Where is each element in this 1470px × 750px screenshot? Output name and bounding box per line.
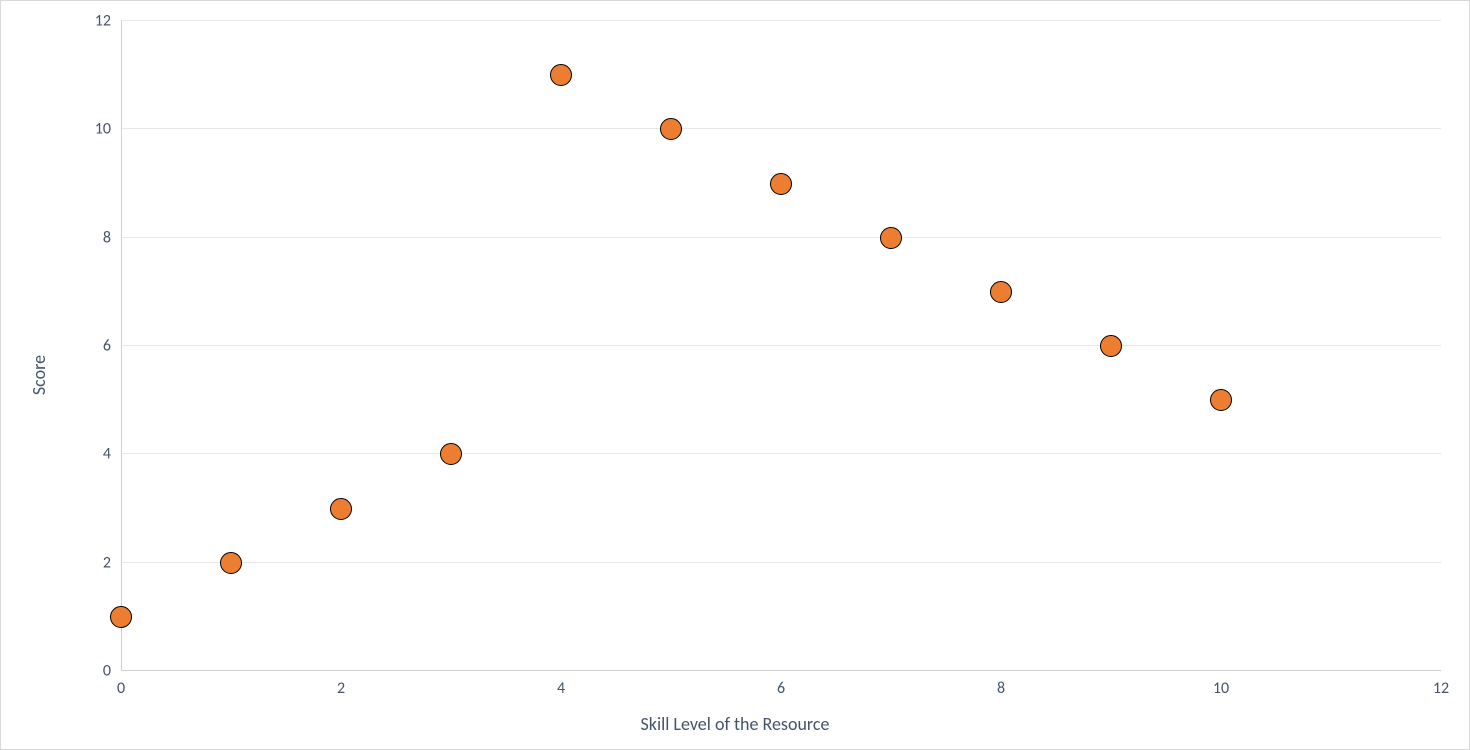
x-axis-title: Skill Level of the Resource <box>1 713 1469 735</box>
y-axis-title: Score <box>28 355 50 395</box>
x-tick-label: 8 <box>997 679 1005 698</box>
gridline-y <box>121 562 1441 563</box>
data-point <box>660 118 682 140</box>
y-tick-label: 0 <box>103 662 111 681</box>
y-tick-label: 12 <box>95 12 111 31</box>
data-point <box>110 606 132 628</box>
x-axis-line <box>121 670 1441 671</box>
x-tick-label: 2 <box>337 679 345 698</box>
gridline-y <box>121 237 1441 238</box>
gridline-y <box>121 453 1441 454</box>
data-point <box>220 552 242 574</box>
y-tick-label: 8 <box>103 228 111 247</box>
x-tick-label: 10 <box>1213 679 1229 698</box>
y-tick-label: 6 <box>103 337 111 356</box>
scatter-chart: Score 024681012024681012 Skill Level of … <box>0 0 1470 750</box>
data-point <box>770 173 792 195</box>
data-point <box>1210 389 1232 411</box>
y-tick-label: 2 <box>103 553 111 572</box>
data-point <box>550 64 572 86</box>
gridline-y <box>121 345 1441 346</box>
data-point <box>880 227 902 249</box>
gridline-y <box>121 20 1441 21</box>
data-point <box>990 281 1012 303</box>
y-tick-label: 10 <box>95 120 111 139</box>
x-tick-label: 12 <box>1433 679 1449 698</box>
plot-area: 024681012024681012 <box>121 21 1441 671</box>
y-axis-line <box>121 21 122 671</box>
data-point <box>1100 335 1122 357</box>
data-point <box>330 498 352 520</box>
x-tick-label: 4 <box>557 679 565 698</box>
x-tick-label: 6 <box>777 679 785 698</box>
y-tick-label: 4 <box>103 445 111 464</box>
x-tick-label: 0 <box>117 679 125 698</box>
gridline-y <box>121 128 1441 129</box>
data-point <box>440 443 462 465</box>
